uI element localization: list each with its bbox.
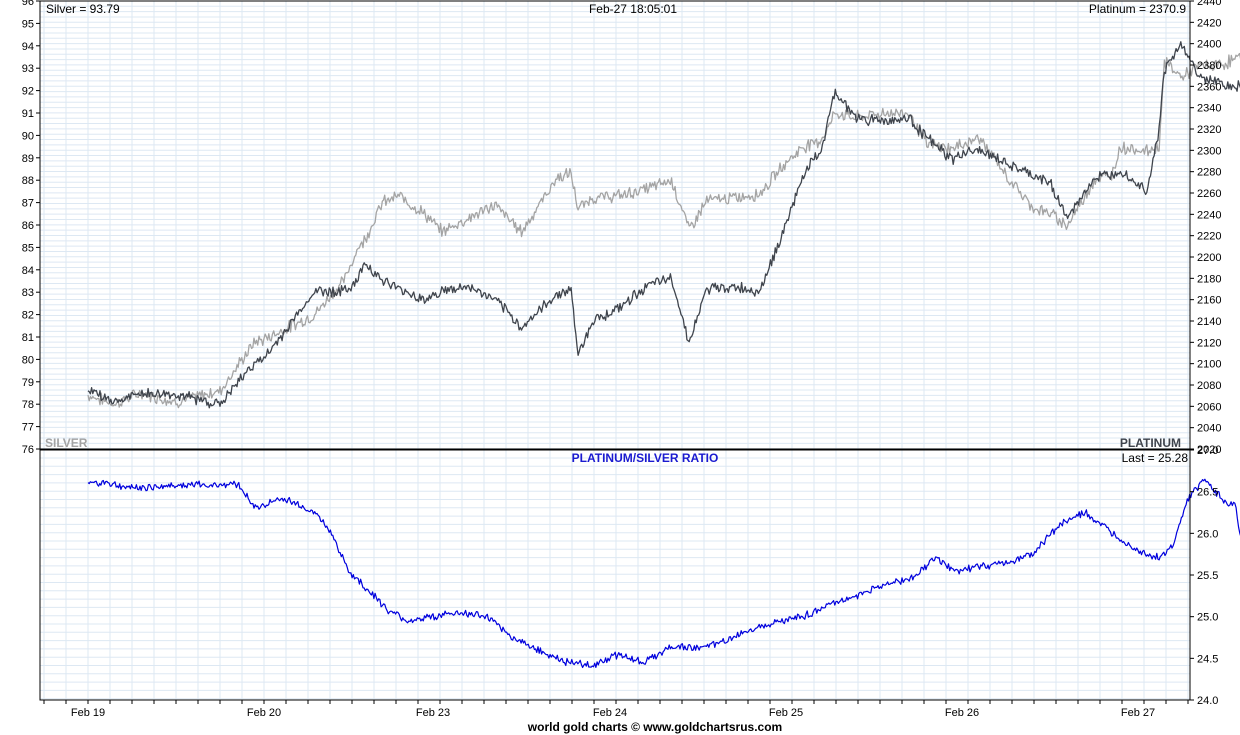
right-axis-tick-label: 2280: [1197, 167, 1221, 179]
left-axis-tick-label: 80: [22, 354, 34, 366]
right-axis-tick-label: 2440: [1197, 0, 1221, 8]
left-axis-tick-label: 88: [22, 175, 34, 187]
right-axis-tick-label: 2320: [1197, 124, 1221, 136]
ratio-axis-tick-label: 26.0: [1197, 528, 1218, 540]
right-axis-tick-label: 2020: [1197, 444, 1221, 456]
right-axis-tick-label: 2240: [1197, 209, 1221, 221]
left-axis-tick-label: 76: [22, 444, 34, 456]
bottom-panel-frame: [39, 449, 1191, 701]
ratio-axis-tick-label: 26.5: [1197, 487, 1218, 499]
ratio-axis-tick-label: 27.0: [1197, 445, 1218, 457]
right-axis-tick-label: 2340: [1197, 103, 1221, 115]
right-axis-tick-label: 2420: [1197, 17, 1221, 29]
left-axis-tick-label: 83: [22, 287, 34, 299]
left-axis-tick-label: 86: [22, 220, 34, 232]
ratio-last-value: Last = 25.28: [1122, 451, 1189, 465]
platinum-series-label: PLATINUM: [1120, 436, 1181, 450]
top-panel-grid: [40, 1, 1190, 450]
left-axis-tick-label: 81: [22, 332, 34, 344]
right-axis-tick-label: 2380: [1197, 60, 1221, 72]
right-axis-tick-label: 2260: [1197, 188, 1221, 200]
silver-series-label: SILVER: [45, 436, 88, 450]
ratio-title: PLATINUM/SILVER RATIO: [572, 451, 719, 465]
x-axis-tick-label: Feb 23: [416, 707, 450, 719]
right-axis-tick-label: 2120: [1197, 337, 1221, 349]
platinum-readout: Platinum = 2370.9: [1089, 2, 1186, 16]
right-axis-tick-label: 2100: [1197, 359, 1221, 371]
left-axis-tick-label: 90: [22, 130, 34, 142]
left-axis-tick-label: 87: [22, 198, 34, 210]
x-axis-tick-label: Feb 26: [945, 707, 979, 719]
ratio-axis-tick-label: 25.0: [1197, 612, 1218, 624]
right-axis-tick-label: 2360: [1197, 81, 1221, 93]
left-axis-tick-label: 77: [22, 422, 34, 434]
timestamp-readout: Feb-27 18:05:01: [589, 2, 677, 16]
left-axis-tick-label: 93: [22, 63, 34, 75]
left-axis-tick-label: 89: [22, 153, 34, 165]
bottom-panel-grid: [40, 450, 1190, 700]
left-axis-tick-label: 91: [22, 108, 34, 120]
ratio-line: [87, 478, 1240, 669]
platinum-line: [87, 41, 1240, 409]
ratio-axis-tick-label: 25.5: [1197, 570, 1218, 582]
x-axis-tick-label: Feb 27: [1121, 707, 1155, 719]
left-axis-tick-label: 78: [22, 399, 34, 411]
x-axis-tick-label: Feb 19: [71, 707, 105, 719]
right-axis-tick-label: 2080: [1197, 380, 1221, 392]
footer-credit: world gold charts © www.goldchartsrus.co…: [527, 720, 782, 734]
right-axis-tick-label: 2200: [1197, 252, 1221, 264]
right-axis-tick-label: 2180: [1197, 273, 1221, 285]
ratio-axis-tick-label: 24.0: [1197, 695, 1218, 707]
left-axis-tick-label: 92: [22, 86, 34, 98]
top-panel-frame: [39, 0, 1191, 450]
x-axis-tick-label: Feb 25: [769, 707, 803, 719]
left-axis-tick-label: 82: [22, 310, 34, 322]
right-axis-tick-label: 2060: [1197, 401, 1221, 413]
left-axis-tick-label: 85: [22, 242, 34, 254]
axis-layer: 76 77 78 79 80 81 82 83 84 85 86 87 88 89 90 91 92 93 94 95…: [22, 0, 1222, 719]
right-axis-tick-label: 2300: [1197, 145, 1221, 157]
left-axis-tick-label: 96: [22, 0, 34, 8]
right-axis-tick-label: 2140: [1197, 316, 1221, 328]
x-axis-tick-label: Feb 20: [247, 707, 281, 719]
right-axis-tick-label: 2160: [1197, 295, 1221, 307]
right-axis-tick-label: 2220: [1197, 231, 1221, 243]
left-axis-tick-label: 79: [22, 377, 34, 389]
x-axis-tick-label: Feb 24: [593, 707, 627, 719]
ratio-axis-tick-label: 24.5: [1197, 653, 1218, 665]
silver-line: [87, 52, 1240, 409]
silver-readout: Silver = 93.79: [46, 2, 120, 16]
series-layer: [87, 41, 1240, 669]
right-axis-tick-label: 2400: [1197, 39, 1221, 51]
left-axis-tick-label: 94: [22, 41, 34, 53]
left-axis-tick-label: 84: [22, 265, 34, 277]
right-axis-tick-label: 2040: [1197, 423, 1221, 435]
left-axis-tick-label: 95: [22, 18, 34, 30]
